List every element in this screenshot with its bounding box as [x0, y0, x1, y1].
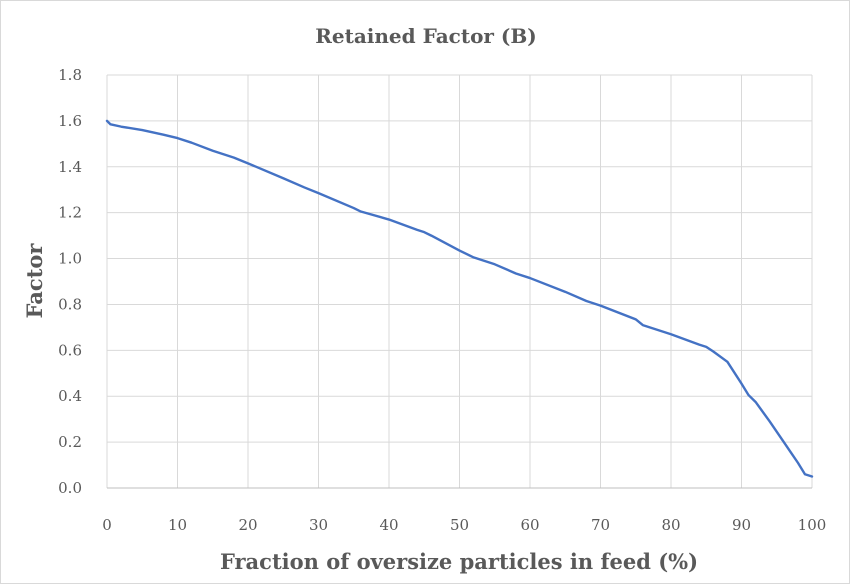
y-tick-label: 1.6	[58, 112, 82, 130]
x-tick-label: 20	[238, 516, 257, 534]
y-tick-label: 0.4	[58, 387, 82, 405]
x-tick-label: 70	[591, 516, 610, 534]
x-tick-label: 0	[102, 516, 112, 534]
y-tick-label: 0.8	[58, 295, 82, 313]
y-tick-label: 0.6	[58, 341, 82, 359]
x-tick-label: 30	[309, 516, 328, 534]
y-tick-label: 1.4	[58, 158, 82, 176]
x-tick-label: 90	[732, 516, 751, 534]
x-tick-label: 80	[661, 516, 680, 534]
tick-labels: 0 10 20 30 40 50 60 70 80 90 100 0.0 0.2 0.4 0.6 0.8 1.0…	[58, 66, 826, 534]
x-tick-label: 40	[379, 516, 398, 534]
chart-title: Retained Factor (B)	[315, 24, 537, 48]
series-line	[105, 119, 814, 478]
x-tick-label: 60	[520, 516, 539, 534]
x-axis-title: Fraction of oversize particles in feed (…	[220, 549, 698, 574]
y-tick-label: 1.0	[58, 250, 82, 268]
y-tick-label: 1.8	[58, 66, 82, 84]
y-axis-title: Factor	[22, 243, 47, 319]
y-tick-label: 1.2	[58, 204, 82, 222]
x-tick-label: 100	[798, 516, 827, 534]
x-tick-label: 50	[450, 516, 469, 534]
y-tick-label: 0.2	[58, 433, 82, 451]
x-tick-label: 10	[168, 516, 187, 534]
plot-area	[105, 119, 814, 478]
y-tick-label: 0.0	[58, 479, 82, 497]
grid	[106, 74, 813, 489]
